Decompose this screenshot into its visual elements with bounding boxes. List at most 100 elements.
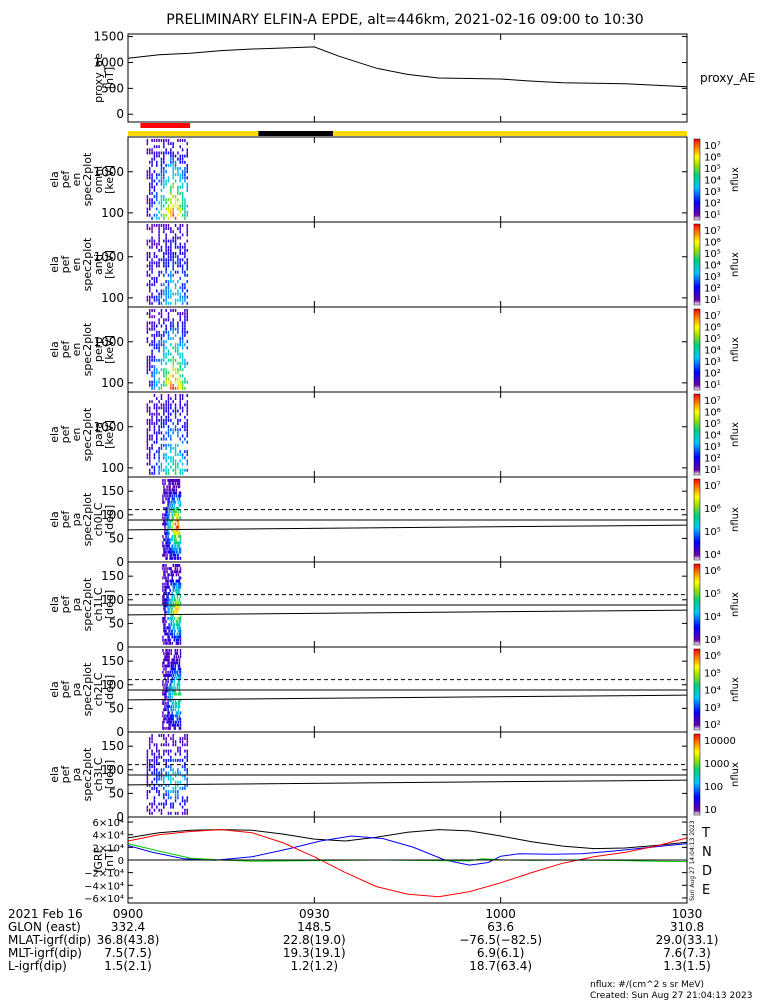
heatmap-cell bbox=[170, 519, 172, 523]
heatmap-cell bbox=[166, 538, 168, 542]
heatmap-cell bbox=[165, 783, 167, 787]
heatmap-cell bbox=[148, 383, 151, 387]
heatmap-cell bbox=[178, 582, 181, 586]
y-tick-label: 0 bbox=[116, 555, 124, 569]
heatmap-cell bbox=[165, 301, 167, 305]
heatmap-cell bbox=[171, 641, 173, 645]
heatmap-cell bbox=[146, 213, 149, 217]
heatmap-cell bbox=[158, 227, 160, 231]
heatmap-cell bbox=[186, 346, 189, 350]
colorbar-tick-label: 10⁴ bbox=[704, 686, 721, 697]
heatmap-cell bbox=[177, 626, 180, 630]
heatmap-cell bbox=[168, 649, 170, 652]
heatmap-cell bbox=[146, 758, 149, 762]
heatmap-cell bbox=[171, 689, 173, 693]
heatmap-cell bbox=[177, 623, 180, 627]
heatmap-cell bbox=[172, 321, 174, 325]
heatmap-cell bbox=[186, 264, 189, 268]
heatmap-cell bbox=[173, 528, 176, 532]
colorbar-tick-label: 10¹ bbox=[704, 465, 721, 476]
heatmap-cell bbox=[167, 720, 169, 724]
heatmap-cell bbox=[176, 607, 179, 611]
row-label-date: 2021 Feb 16 bbox=[8, 907, 83, 921]
heatmap-cell bbox=[178, 531, 181, 535]
heatmap-cell bbox=[179, 626, 182, 630]
heatmap-cell bbox=[146, 283, 149, 287]
heatmap-cell bbox=[156, 450, 158, 454]
heatmap-cell bbox=[163, 355, 165, 359]
colorbar-tick-label: 10⁶ bbox=[704, 408, 721, 419]
heatmap-cell bbox=[169, 695, 171, 699]
heatmap-cell bbox=[158, 270, 160, 274]
heatmap-cell bbox=[177, 482, 180, 486]
heatmap-cell bbox=[174, 292, 177, 296]
heatmap-cell bbox=[173, 632, 176, 636]
heatmap-cell bbox=[165, 507, 167, 510]
heatmap-cell bbox=[168, 516, 170, 520]
heatmap-cell bbox=[177, 790, 179, 794]
heatmap-cell bbox=[165, 652, 167, 656]
heatmap-cell bbox=[170, 337, 172, 340]
heatmap-cell bbox=[166, 673, 168, 677]
heatmap-cell bbox=[174, 412, 177, 416]
heatmap-cell bbox=[170, 620, 172, 624]
heatmap-cell bbox=[151, 176, 153, 180]
heatmap-cell bbox=[151, 811, 153, 815]
heatmap-cell bbox=[184, 783, 186, 787]
heatmap-cell bbox=[167, 635, 169, 639]
heatmap-cell bbox=[151, 802, 153, 806]
axis-label: pef bbox=[59, 170, 72, 189]
heatmap-cell bbox=[160, 368, 163, 372]
heatmap-cell bbox=[153, 170, 156, 174]
heatmap-cell bbox=[174, 368, 177, 372]
heatmap-cell bbox=[166, 582, 168, 586]
heatmap-cell bbox=[186, 403, 189, 407]
heatmap-cell bbox=[184, 811, 186, 815]
heatmap-cell bbox=[186, 380, 189, 384]
heatmap-cell bbox=[173, 661, 176, 665]
heatmap-cell bbox=[148, 471, 151, 475]
heatmap-cell bbox=[156, 242, 158, 246]
tick-value-time: 0930 bbox=[299, 907, 330, 921]
heatmap-cell bbox=[148, 400, 151, 404]
heatmap-cell bbox=[165, 258, 167, 262]
heatmap-cell bbox=[186, 468, 189, 472]
heatmap-cell bbox=[162, 726, 164, 730]
heatmap-cell bbox=[146, 765, 149, 769]
heatmap-cell bbox=[164, 598, 166, 602]
heatmap-cell bbox=[166, 544, 168, 548]
heatmap-cell bbox=[148, 280, 151, 284]
heatmap-cell bbox=[162, 670, 164, 674]
heatmap-cell bbox=[178, 482, 181, 486]
heatmap-cell bbox=[167, 252, 170, 255]
heatmap-cell bbox=[177, 553, 180, 557]
heatmap-cell bbox=[163, 720, 165, 724]
heatmap-cell bbox=[165, 400, 167, 404]
heatmap-cell bbox=[178, 616, 181, 620]
heatmap-cell bbox=[172, 176, 174, 180]
heatmap-cell bbox=[163, 437, 165, 441]
heatmap-cell bbox=[148, 802, 151, 806]
heatmap-cell bbox=[174, 380, 177, 384]
heatmap-cell bbox=[186, 248, 189, 252]
heatmap-cell bbox=[165, 491, 167, 495]
heatmap-cell bbox=[175, 547, 178, 551]
heatmap-cell bbox=[184, 283, 186, 287]
heatmap-cell bbox=[160, 425, 163, 429]
heatmap-cell bbox=[165, 604, 167, 608]
heatmap-cell bbox=[177, 173, 179, 177]
heatmap-cell bbox=[158, 406, 160, 410]
heatmap-cell bbox=[177, 245, 179, 249]
heatmap-cell bbox=[160, 783, 163, 787]
heatmap-cell bbox=[171, 598, 173, 602]
heatmap-cell bbox=[168, 635, 170, 639]
heatmap-cell bbox=[171, 629, 173, 633]
axis-label: para bbox=[92, 422, 105, 447]
tick-value-time: 0900 bbox=[113, 907, 144, 921]
heatmap-cell bbox=[167, 264, 170, 268]
heatmap-cell bbox=[181, 796, 184, 800]
heatmap-cell bbox=[175, 564, 178, 567]
heatmap-cell bbox=[167, 333, 170, 337]
heatmap-cell bbox=[146, 176, 149, 180]
heatmap-cell bbox=[153, 799, 156, 803]
